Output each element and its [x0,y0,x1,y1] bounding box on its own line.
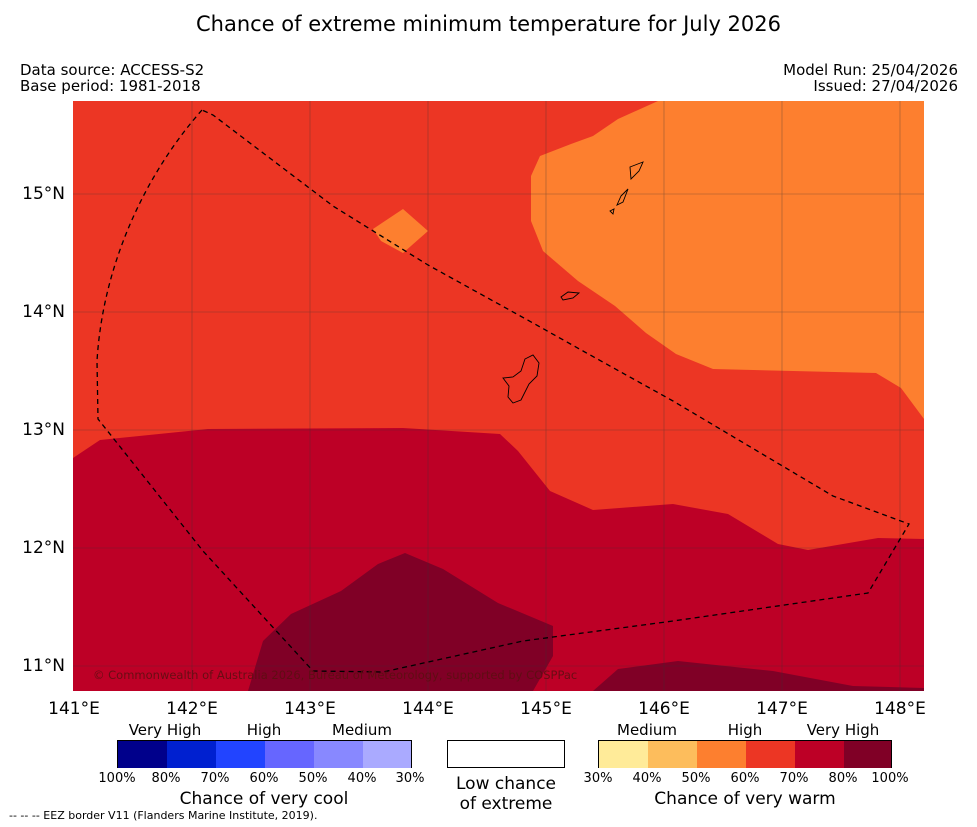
lat-label-13n: 13°N [22,420,65,440]
warm-category-high: High [727,721,763,739]
low-chance-label: Low chance of extreme [436,774,576,814]
cool-swatch-4 [265,741,315,768]
island-guam [502,354,540,404]
warm-swatch-6 [844,741,891,768]
lon-label-142e: 142°E [166,699,218,719]
island-rota [560,291,581,301]
cool-swatch-5 [314,741,364,768]
cool-tick: 100% [98,771,136,786]
lon-label-148e: 148°E [874,699,926,719]
lat-label-11n: 11°N [22,656,65,676]
cool-colorbar [117,740,412,768]
warm-colorbar [598,740,892,768]
warm-tick: 100% [871,771,909,786]
chart-title: Chance of extreme minimum temperature fo… [195,12,781,36]
lon-label-147e: 147°E [756,699,808,719]
warm-swatch-1 [599,741,649,768]
cool-tick: 60% [249,771,279,786]
cool-category-very-high: Very High [128,721,202,739]
warm-swatch-4 [746,741,796,768]
warm-swatch-5 [795,741,845,768]
warm-swatch-3 [697,741,747,768]
cool-tick: 70% [200,771,230,786]
lon-label-141e: 141°E [48,699,100,719]
copyright-text: © Commonwealth of Australia 2026, Bureau… [93,668,577,682]
lon-label-146e: 146°E [638,699,690,719]
cool-swatch-2 [167,741,217,768]
warm-swatch-2 [648,741,698,768]
region-extreme-warm-se [593,661,924,691]
cool-swatch-6 [363,741,411,768]
region-medium-warm [531,101,924,419]
island-saipan [629,161,644,181]
warm-tick: 50% [681,771,711,786]
warm-category-very-high: Very High [806,721,880,739]
lat-label-12n: 12°N [22,538,65,558]
warm-tick: 40% [632,771,662,786]
low-chance-line2: of extreme [459,794,553,814]
warm-category-medium: Medium [617,721,677,739]
eez-footnote: -- -- -- EEZ border V11 (Flanders Marine… [9,809,318,822]
forecast-map[interactable]: © Commonwealth of Australia 2026, Bureau… [73,101,924,691]
warm-tick: 70% [779,771,809,786]
lon-label-145e: 145°E [520,699,572,719]
island-tinian [616,188,629,206]
low-chance-swatch [447,740,565,768]
lat-label-15n: 15°N [22,184,65,204]
lon-label-143e: 143°E [284,699,336,719]
cool-tick: 40% [347,771,377,786]
cool-category-medium: Medium [332,721,392,739]
warm-tick: 60% [730,771,760,786]
islands [502,161,644,404]
lat-label-14n: 14°N [22,302,65,322]
eez-border [96,109,910,673]
cool-swatch-3 [216,741,266,768]
cool-category-high: High [246,721,282,739]
island-aguijan [609,208,615,215]
region-medium-warm-patch [373,209,428,253]
data-source-label: Data source: ACCESS-S2 [20,61,205,79]
warm-tick: 30% [583,771,613,786]
cool-legend-title: Chance of very cool [179,789,349,809]
model-run-label: Model Run: 25/04/2026 [783,61,958,79]
issued-label: Issued: 27/04/2026 [813,77,958,95]
cool-tick: 50% [298,771,328,786]
warm-tick: 80% [828,771,858,786]
cool-swatch-1 [118,741,168,768]
cool-tick: 80% [151,771,181,786]
base-period-label: Base period: 1981-2018 [20,77,201,95]
low-chance-line1: Low chance [456,774,556,794]
lon-label-144e: 144°E [402,699,454,719]
region-extreme-warm [248,553,553,691]
cool-tick: 30% [395,771,425,786]
warm-legend-title: Chance of very warm [654,789,836,809]
